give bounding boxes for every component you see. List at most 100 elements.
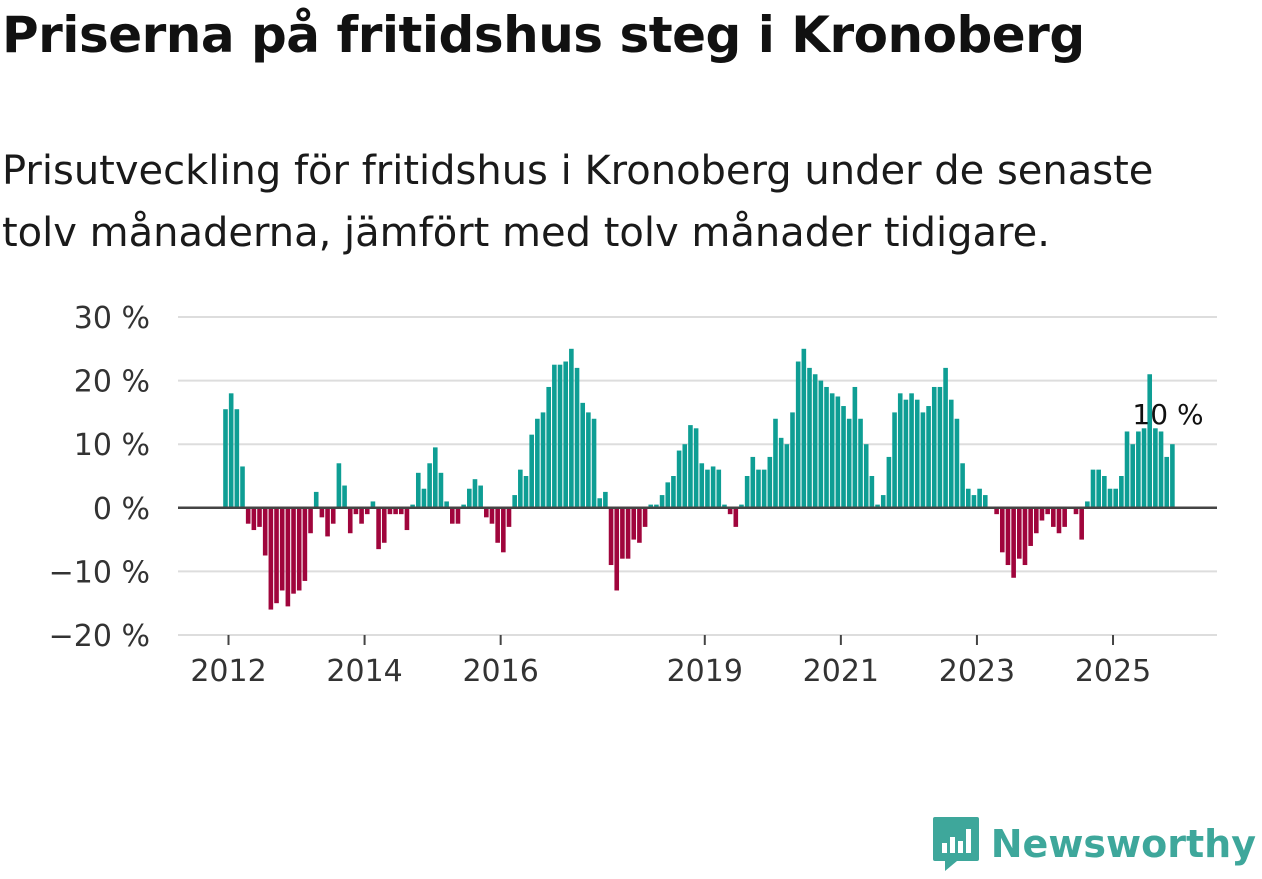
bar xyxy=(648,504,654,508)
y-tick-label: 10 % xyxy=(74,428,150,463)
bar xyxy=(971,495,977,508)
bar xyxy=(251,507,257,531)
chart-title: Priserna på fritidshus steg i Kronoberg xyxy=(2,6,1085,64)
bar xyxy=(336,463,342,508)
bar xyxy=(631,507,637,540)
bar xyxy=(1039,507,1045,521)
bar xyxy=(262,507,268,556)
bar xyxy=(1028,507,1033,546)
bar xyxy=(716,469,722,508)
bar xyxy=(586,412,591,508)
bar xyxy=(364,507,370,515)
bar xyxy=(223,409,228,508)
bar xyxy=(291,507,296,594)
bar xyxy=(603,491,608,508)
bar xyxy=(699,463,705,508)
bar xyxy=(620,507,625,559)
bar xyxy=(506,507,512,527)
bar xyxy=(489,507,495,524)
bar xyxy=(450,507,455,524)
bar xyxy=(659,495,665,508)
bar xyxy=(982,495,988,508)
bar xyxy=(245,507,251,524)
bar xyxy=(580,402,586,508)
bar xyxy=(614,507,620,591)
bar xyxy=(778,437,784,508)
bar xyxy=(869,476,875,508)
bar xyxy=(1170,444,1175,508)
bar xyxy=(359,507,364,524)
bar xyxy=(688,425,693,508)
bar xyxy=(790,412,795,508)
bar xyxy=(1130,444,1135,508)
bar xyxy=(308,507,313,534)
bar xyxy=(937,386,943,508)
bar xyxy=(1011,507,1016,578)
bar xyxy=(342,485,347,508)
bar xyxy=(467,488,472,508)
bar xyxy=(347,507,353,534)
bar xyxy=(1062,507,1067,527)
bar xyxy=(228,393,234,508)
bar xyxy=(1056,507,1062,534)
bar xyxy=(665,482,671,508)
bar xyxy=(302,507,308,581)
bar xyxy=(1079,507,1084,540)
latest-value-annotation: 10 % xyxy=(1132,398,1203,431)
bar xyxy=(852,386,858,508)
bar xyxy=(1085,501,1090,508)
bar xyxy=(574,367,580,508)
bar xyxy=(1051,507,1056,527)
bar xyxy=(455,507,461,524)
bar xyxy=(1136,431,1141,508)
subtitle-line-1: Prisutveckling för fritidshus i Kronober… xyxy=(2,148,1154,194)
x-tick-label: 2014 xyxy=(326,654,402,689)
bar xyxy=(546,386,551,508)
bar xyxy=(1005,507,1011,566)
bar xyxy=(773,418,778,508)
bar xyxy=(569,348,574,508)
bar xyxy=(279,507,285,591)
bar xyxy=(591,418,597,508)
bar xyxy=(1045,507,1050,515)
bar xyxy=(376,507,381,550)
bar xyxy=(330,507,336,524)
bar xyxy=(654,504,659,508)
bar xyxy=(999,507,1005,553)
bar xyxy=(432,447,438,508)
bar xyxy=(1096,469,1101,508)
bar xyxy=(897,393,903,508)
bar xyxy=(501,507,506,553)
bar xyxy=(767,456,773,508)
bar xyxy=(812,374,818,508)
bar xyxy=(994,507,999,515)
bar xyxy=(1164,456,1170,508)
bar xyxy=(427,463,432,508)
bar xyxy=(722,504,727,508)
bar xyxy=(370,501,376,508)
bar xyxy=(608,507,614,566)
bar xyxy=(268,507,274,610)
bar xyxy=(846,418,852,508)
bar xyxy=(518,469,523,508)
bar xyxy=(234,409,240,508)
bar xyxy=(563,361,568,508)
bar xyxy=(829,393,835,508)
bar xyxy=(512,495,517,508)
y-tick-label: 20 % xyxy=(74,365,150,400)
bar xyxy=(1119,476,1124,508)
bar xyxy=(818,380,824,508)
brand-logo: Newsworthy xyxy=(931,815,1256,873)
bar xyxy=(948,399,954,508)
bar xyxy=(1034,507,1039,534)
bar-chart: 30 %20 %10 %0 %−10 %−20 % 2012 2014 2016 20… xyxy=(49,301,1217,689)
bar xyxy=(410,504,415,508)
y-tick-label: −10 % xyxy=(49,555,150,590)
bar xyxy=(960,463,965,508)
bar xyxy=(1073,507,1079,515)
x-tick-label: 2025 xyxy=(1075,654,1151,689)
brand-name: Newsworthy xyxy=(990,822,1256,866)
bar xyxy=(977,488,982,508)
bar xyxy=(472,479,478,508)
bar xyxy=(835,396,841,508)
